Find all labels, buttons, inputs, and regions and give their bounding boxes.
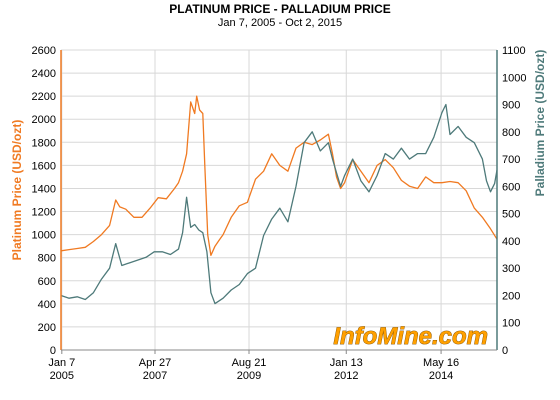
y-tick-label-left: 1400	[32, 183, 56, 195]
y-tick-label-left: 800	[38, 253, 56, 265]
y-tick-label-right: 400	[502, 236, 520, 248]
x-tick-label: Jan 7	[48, 357, 75, 369]
x-tick-label: Apr 27	[139, 357, 171, 369]
y-tick-label-left: 1800	[32, 137, 56, 149]
y-tick-label-left: 1600	[32, 160, 56, 172]
axes	[60, 50, 498, 354]
y-tick-label-right: 200	[502, 290, 520, 302]
x-tick-label-year: 2009	[237, 370, 261, 382]
y-tick-label-left: 400	[38, 299, 56, 311]
y-axis-label-left: Platinum Price (USD/ozt)	[10, 120, 24, 261]
y-tick-label-right: 700	[502, 154, 520, 166]
chart-title: PLATINUM PRICE - PALLADIUM PRICE	[169, 2, 391, 16]
y-axis-label-right: Palladium Price (USD/ozt)	[533, 50, 547, 197]
y-tick-label-right: 500	[502, 209, 520, 221]
watermark-logo: InfoMine.com	[333, 323, 488, 350]
y-tick-label-right: 1000	[502, 72, 526, 84]
y-tick-label-left: 200	[38, 322, 56, 334]
x-tick-label: May 16	[423, 357, 459, 369]
y-tick-label-left: 0	[50, 345, 56, 357]
y-tick-label-right: 100	[502, 318, 520, 330]
plot-area	[61, 50, 497, 350]
tick-labels: 0200400600800100012001400160018002000220…	[32, 45, 527, 382]
y-tick-label-right: 0	[502, 345, 508, 357]
x-tick-label: Jan 13	[330, 357, 363, 369]
x-tick-label-year: 2007	[143, 370, 167, 382]
series-lines	[60, 95, 498, 305]
y-tick-label-right: 300	[502, 263, 520, 275]
y-tick-label-left: 2000	[32, 114, 56, 126]
y-tick-label-right: 600	[502, 181, 520, 193]
chart-subtitle: Jan 7, 2005 - Oct 2, 2015	[218, 17, 342, 29]
y-tick-label-right: 900	[502, 100, 520, 112]
platinum-price-line	[60, 95, 498, 257]
y-tick-label-left: 1200	[32, 207, 56, 219]
y-tick-label-right: 800	[502, 127, 520, 139]
y-tick-label-left: 2400	[32, 68, 56, 80]
y-tick-label-right: 1100	[502, 45, 526, 57]
palladium-price-line	[60, 103, 498, 305]
y-tick-label-left: 2200	[32, 91, 56, 103]
x-tick-label-year: 2005	[50, 370, 74, 382]
grid	[61, 49, 497, 351]
y-tick-label-left: 1000	[32, 230, 56, 242]
y-tick-label-left: 2600	[32, 45, 56, 57]
x-tick-label: Aug 21	[232, 357, 267, 369]
x-tick-label-year: 2012	[334, 370, 358, 382]
y-tick-label-left: 600	[38, 276, 56, 288]
x-tick-label-year: 2014	[429, 370, 453, 382]
